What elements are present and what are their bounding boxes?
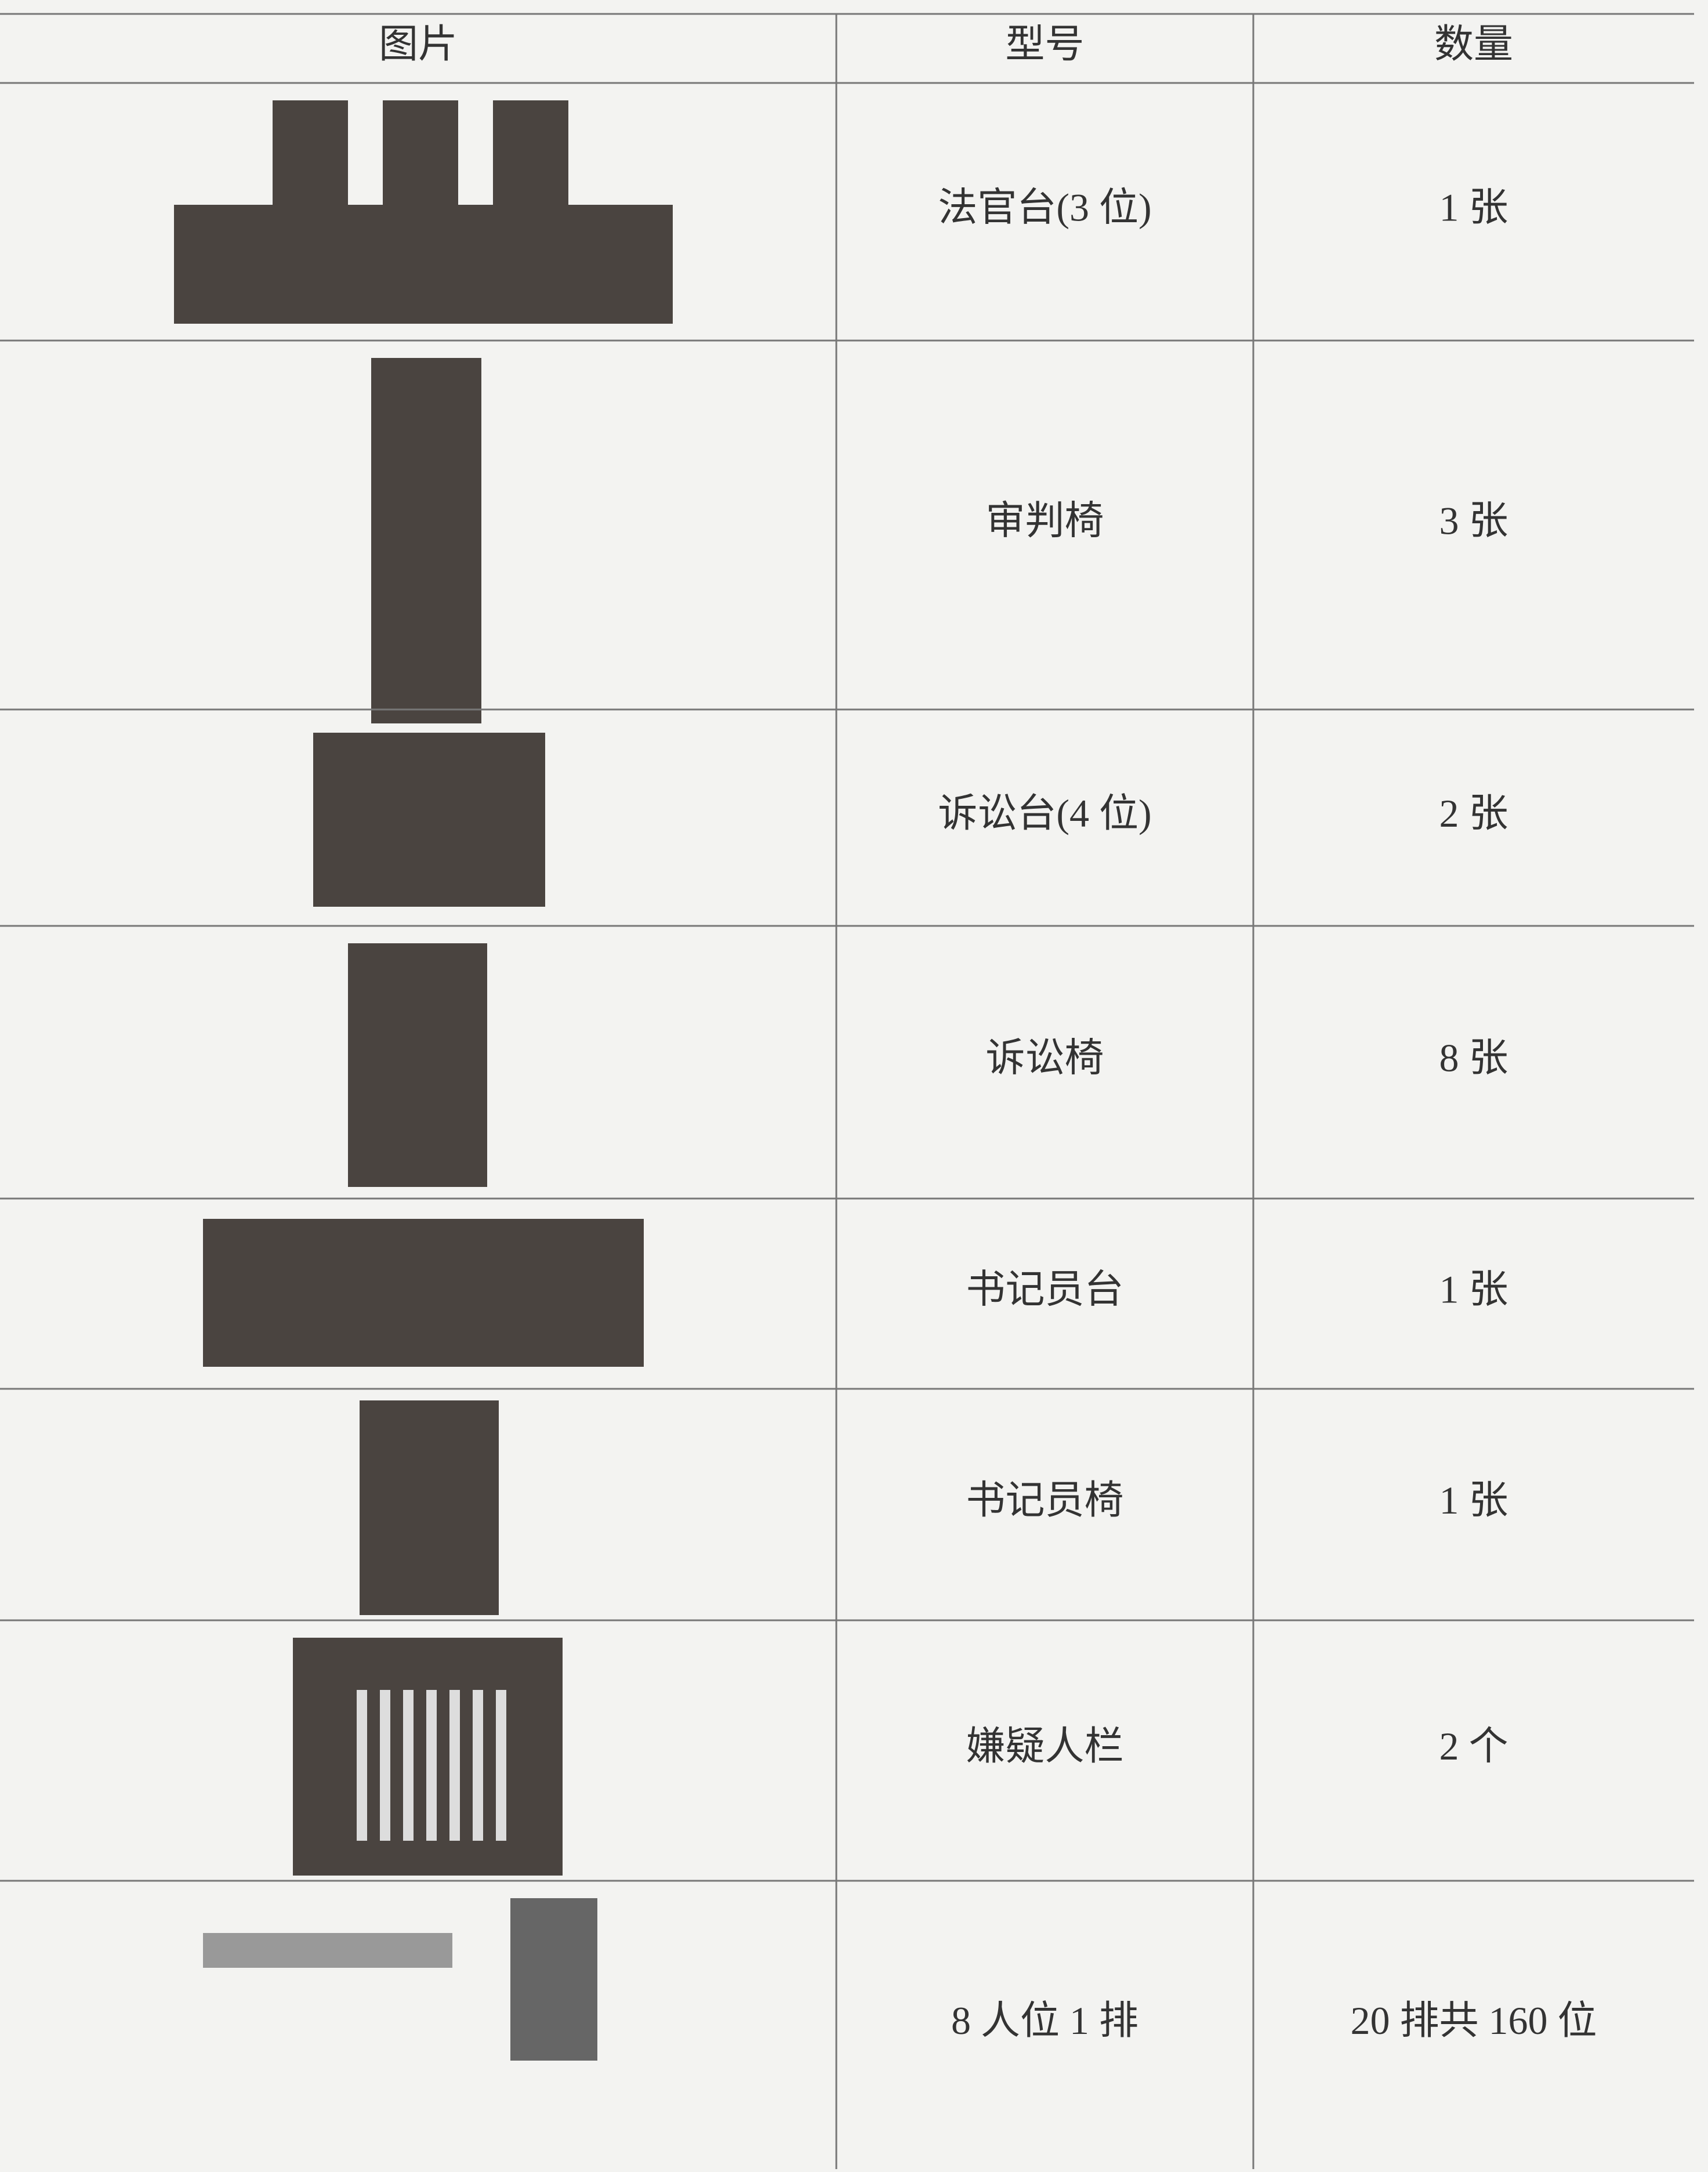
- table-cell: 书记员椅: [966, 1478, 1123, 1522]
- picture: [493, 100, 568, 222]
- header-cell: 型号: [1005, 22, 1084, 66]
- table-cell: 审判椅: [985, 499, 1104, 543]
- picture: [174, 205, 673, 324]
- table-cell: 书记员台: [966, 1268, 1123, 1312]
- table-cell: 1 张: [1439, 186, 1508, 230]
- table-cell: 20 排共 160 位: [1350, 1999, 1597, 2043]
- table-cell: 法官台(3 位): [938, 186, 1151, 230]
- table-cell: 2 张: [1439, 791, 1508, 835]
- table-cell: 诉讼椅: [985, 1036, 1104, 1080]
- picture: [357, 1690, 367, 1841]
- picture: [371, 358, 481, 723]
- picture: [510, 1898, 597, 2061]
- picture: [360, 1400, 499, 1615]
- table-cell: 1 张: [1439, 1268, 1508, 1312]
- table-cell: 8 人位 1 排: [951, 1999, 1138, 2043]
- picture: [426, 1690, 437, 1841]
- table-cell: 2 个: [1439, 1724, 1508, 1768]
- header-cell: 数量: [1434, 22, 1513, 66]
- picture: [348, 943, 487, 1187]
- picture: [203, 1219, 644, 1367]
- picture: [449, 1690, 460, 1841]
- picture: [496, 1690, 506, 1841]
- picture: [380, 1690, 390, 1841]
- table-cell: 1 张: [1439, 1478, 1508, 1522]
- table-cell: 3 张: [1439, 499, 1508, 543]
- table-cell: 嫌疑人栏: [966, 1724, 1123, 1768]
- picture: [473, 1690, 483, 1841]
- picture: [313, 733, 545, 907]
- table-cell: 8 张: [1439, 1036, 1508, 1080]
- picture: [203, 1933, 452, 1968]
- table-cell: 诉讼台(4 位): [938, 791, 1151, 835]
- picture: [403, 1690, 414, 1841]
- header-cell: 图片: [379, 22, 458, 66]
- picture: [383, 100, 458, 222]
- picture: [273, 100, 348, 222]
